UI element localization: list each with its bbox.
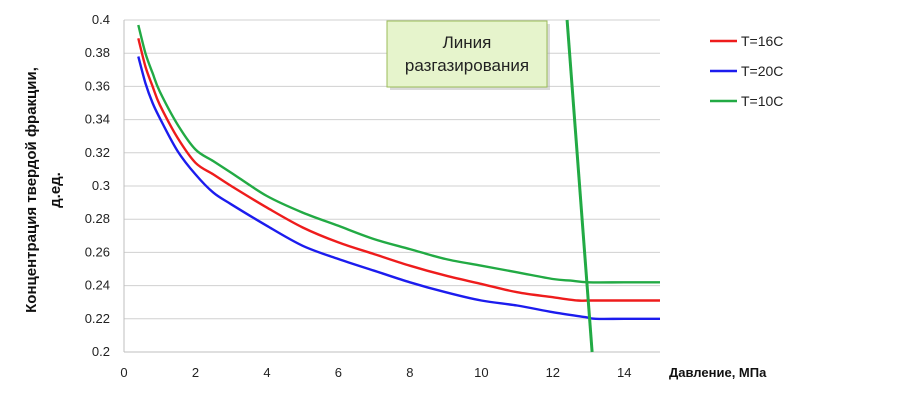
- y-axis-title-line: д.ед.: [47, 172, 64, 208]
- legend-label: T=16C: [741, 33, 783, 49]
- series-line: [137, 24, 660, 284]
- x-tick-labels: 0 2 4 6 8 10 12 14: [120, 365, 631, 380]
- y-tick-label: 0.2: [92, 344, 110, 359]
- legend: T=16C T=20C T=10C: [710, 33, 783, 109]
- y-tick-label: 0.36: [85, 78, 110, 93]
- x-tick-label: 10: [474, 365, 488, 380]
- annotation-box: [386, 20, 548, 88]
- y-tick-label: 0.32: [85, 145, 110, 160]
- degassing-line: [565, 19, 594, 353]
- y-tick-label: 0.26: [85, 244, 110, 259]
- y-tick-label: 0.34: [85, 112, 110, 127]
- y-axis-title: Концентрация твердой фракции, д.ед.: [23, 67, 64, 313]
- x-tick-label: 4: [263, 365, 270, 380]
- x-axis-title: Давление, МПа: [669, 365, 767, 380]
- legend-label: T=10C: [741, 93, 783, 109]
- degassing-line-group: [565, 19, 594, 353]
- x-tick-label: 14: [617, 365, 631, 380]
- y-axis-title-line: Концентрация твердой фракции,: [23, 67, 40, 313]
- y-tick-label: 0.4: [92, 12, 110, 27]
- x-tick-label: 6: [335, 365, 342, 380]
- series-line: [137, 56, 661, 321]
- series-lines: [137, 24, 661, 321]
- y-tick-label: 0.24: [85, 278, 110, 293]
- annotation-text: Линия: [443, 33, 492, 52]
- x-tick-label: 0: [120, 365, 127, 380]
- axes: [123, 20, 660, 353]
- series-line: [137, 38, 660, 302]
- annotation-text: разгазирования: [405, 56, 529, 75]
- x-tick-label: 8: [406, 365, 413, 380]
- y-tick-label: 0.38: [85, 45, 110, 60]
- y-tick-label: 0.3: [92, 178, 110, 193]
- x-tick-label: 2: [192, 365, 199, 380]
- annotation-group: Линия разгазирования: [386, 20, 550, 90]
- x-tick-label: 12: [546, 365, 560, 380]
- y-tick-label: 0.28: [85, 211, 110, 226]
- y-tick-label: 0.22: [85, 311, 110, 326]
- legend-label: T=20C: [741, 63, 783, 79]
- y-tick-labels: 0.2 0.22 0.24 0.26 0.28 0.3 0.32 0.34 0.36 0.38 0.…: [85, 12, 110, 359]
